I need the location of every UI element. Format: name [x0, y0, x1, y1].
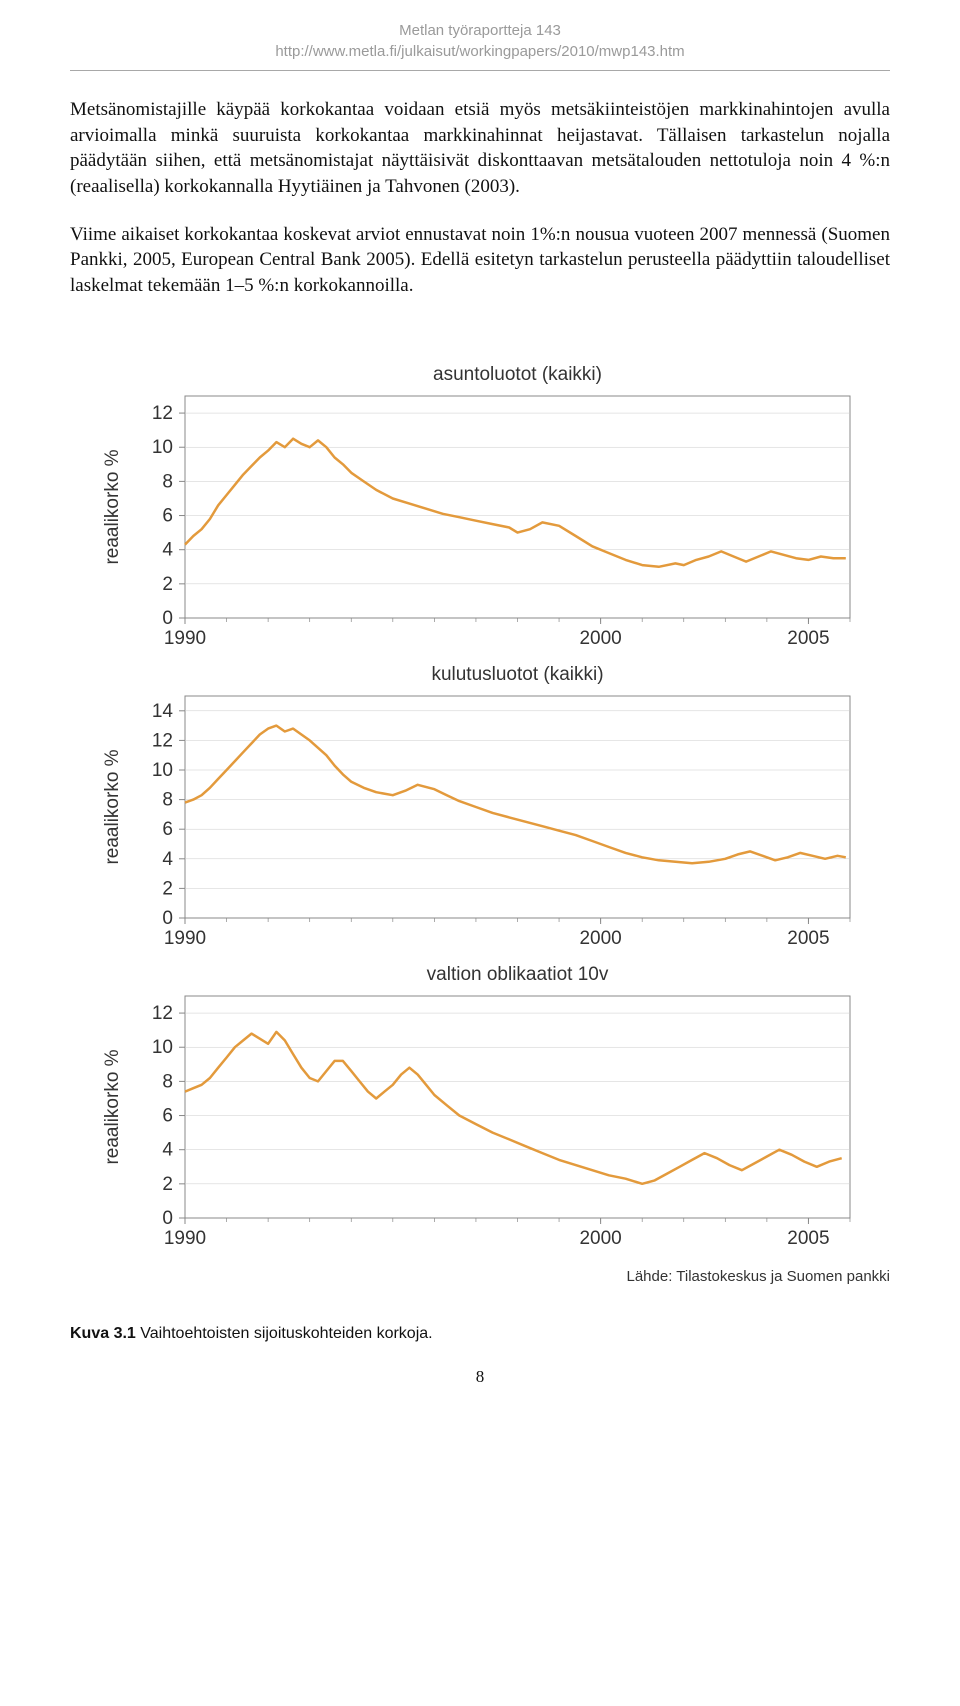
svg-text:1990: 1990 — [164, 628, 206, 649]
svg-text:2000: 2000 — [579, 1228, 621, 1249]
svg-text:0: 0 — [162, 908, 173, 929]
svg-text:4: 4 — [162, 849, 173, 870]
source-note: Lähde: Tilastokeskus ja Suomen pankki — [70, 1268, 890, 1285]
svg-text:0: 0 — [162, 608, 173, 629]
figure-caption: Kuva 3.1 Vaihtoehtoisten sijoituskohteid… — [70, 1325, 890, 1343]
svg-text:2005: 2005 — [787, 628, 829, 649]
chart-title: asuntoluotot (kaikki) — [433, 364, 602, 385]
svg-text:12: 12 — [152, 1004, 173, 1025]
svg-text:2005: 2005 — [787, 928, 829, 949]
charts-stack: 0 2 4 6 8 10 12 1990 2000 2005 asuntoluotot (kaikk… — [70, 358, 890, 1285]
header-series: Metlan työraportteja 143 — [70, 20, 890, 41]
caption-label: Kuva 3.1 — [70, 1325, 136, 1342]
chart-panel-0: 0 2 4 6 8 10 12 1990 2000 2005 asuntoluotot (kaikk… — [90, 358, 870, 658]
caption-text: Vaihtoehtoisten sijoituskohteiden korkoj… — [136, 1325, 433, 1342]
svg-text:10: 10 — [152, 760, 173, 781]
svg-text:2000: 2000 — [579, 628, 621, 649]
chart-panel-1: 0 2 4 6 8 10 12 14 1990 2000 2005 kulutusluotot (ka… — [90, 658, 870, 958]
svg-text:8: 8 — [162, 472, 173, 493]
svg-text:2005: 2005 — [787, 1228, 829, 1249]
svg-text:2000: 2000 — [579, 928, 621, 949]
svg-text:6: 6 — [162, 506, 173, 527]
svg-text:8: 8 — [162, 790, 173, 811]
page-number: 8 — [70, 1367, 890, 1387]
svg-text:2: 2 — [162, 1174, 173, 1195]
body-text: Metsänomistajille käypää korkokantaa voi… — [70, 97, 890, 298]
svg-text:4: 4 — [162, 1140, 173, 1161]
svg-text:6: 6 — [162, 1106, 173, 1127]
svg-text:12: 12 — [152, 404, 173, 425]
header-url: http://www.metla.fi/julkaisut/workingpap… — [70, 41, 890, 62]
svg-text:2: 2 — [162, 879, 173, 900]
y-axis-label: reaalikorko % — [102, 1050, 123, 1165]
chart-panel-2: 0 2 4 6 8 10 12 1990 2000 2005 valtion oblikaatiot… — [90, 958, 870, 1258]
svg-text:14: 14 — [152, 701, 174, 722]
svg-text:1990: 1990 — [164, 928, 206, 949]
svg-text:10: 10 — [152, 1038, 173, 1059]
svg-text:0: 0 — [162, 1208, 173, 1229]
paragraph-1: Metsänomistajille käypää korkokantaa voi… — [70, 97, 890, 200]
header-rule — [70, 70, 890, 71]
svg-text:6: 6 — [162, 820, 173, 841]
svg-text:8: 8 — [162, 1072, 173, 1093]
svg-text:2: 2 — [162, 574, 173, 595]
y-axis-label: reaalikorko % — [102, 450, 123, 565]
svg-text:12: 12 — [152, 731, 173, 752]
svg-text:4: 4 — [162, 540, 173, 561]
chart-title: kulutusluotot (kaikki) — [431, 664, 603, 685]
y-axis-label: reaalikorko % — [102, 750, 123, 865]
chart-title: valtion oblikaatiot 10v — [427, 964, 609, 985]
page-header: Metlan työraportteja 143 http://www.metl… — [70, 20, 890, 62]
svg-text:1990: 1990 — [164, 1228, 206, 1249]
svg-text:10: 10 — [152, 438, 173, 459]
paragraph-2: Viime aikaiset korkokantaa koskevat arvi… — [70, 222, 890, 299]
